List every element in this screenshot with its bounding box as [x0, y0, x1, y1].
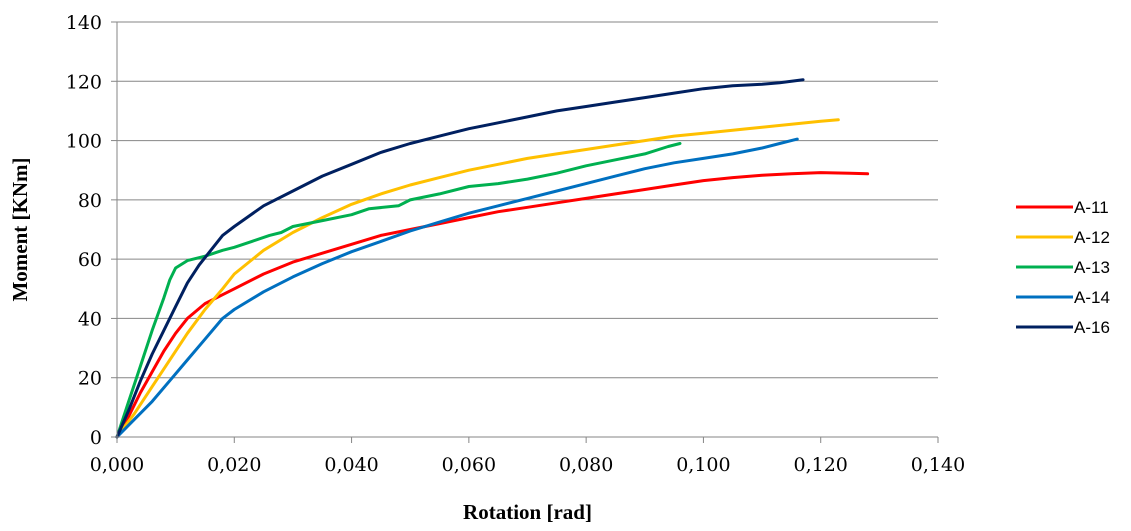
y-axis-title: Moment [KNm] [8, 157, 32, 301]
y-tick-label: 40 [78, 308, 102, 330]
y-tick-label: 0 [90, 427, 102, 449]
y-tick-label: 120 [66, 71, 102, 93]
legend-label-a-13: A-13 [1074, 258, 1110, 277]
axes [111, 21, 939, 443]
legend-label-a-16: A-16 [1074, 318, 1110, 337]
x-tick-label: 0,100 [676, 454, 730, 476]
y-tick-label: 60 [78, 249, 102, 271]
legend-label-a-14: A-14 [1074, 288, 1110, 307]
legend-label-a-11: A-11 [1074, 198, 1109, 217]
x-axis-title: Rotation [rad] [463, 500, 592, 524]
series-line-a-12 [115, 118, 840, 439]
y-tick-label: 140 [66, 12, 102, 34]
y-tick-labels: 0 20 40 60 80 100 120 140 [66, 12, 102, 449]
x-tick-label: 0,080 [559, 454, 613, 476]
series-line-a-13 [115, 142, 682, 439]
x-tick-label: 0,060 [442, 454, 496, 476]
x-tick-label: 0,120 [794, 454, 848, 476]
y-tick-label: 20 [78, 368, 102, 390]
legend: A-11 A-12 A-13 A-14 A-16 [1016, 198, 1110, 337]
series-line-a-14 [115, 137, 799, 439]
x-tick-label: 0,040 [324, 454, 378, 476]
x-tick-labels: 0,000 0,020 0,040 0,060 0,080 0,100 0,120 0,140 [90, 454, 965, 476]
x-tick-label: 0,000 [90, 454, 144, 476]
series-line-a-11 [115, 171, 870, 439]
series-line-a-16 [115, 78, 805, 439]
y-tick-label: 100 [66, 131, 102, 153]
legend-label-a-12: A-12 [1074, 228, 1110, 247]
series-lines [115, 78, 870, 439]
y-tick-label: 80 [78, 190, 102, 212]
x-tick-label: 0,020 [207, 454, 261, 476]
x-tick-label: 0,140 [911, 454, 965, 476]
